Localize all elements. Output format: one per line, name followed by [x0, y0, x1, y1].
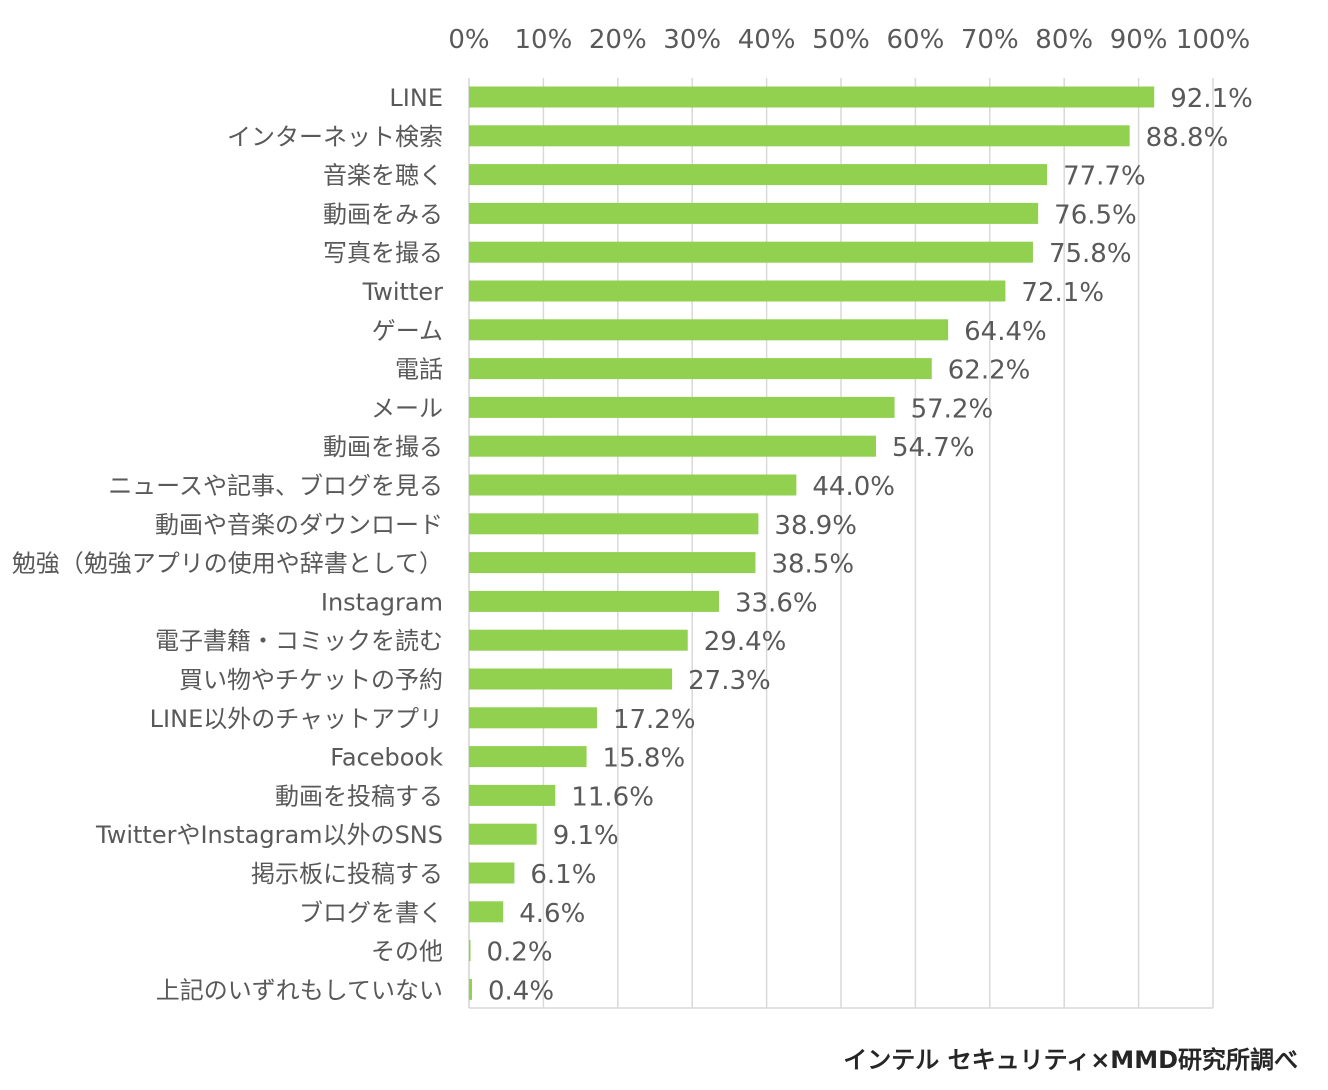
category-label: Instagram: [321, 588, 443, 616]
category-label: メール: [371, 394, 443, 422]
bars: [469, 86, 1155, 1000]
data-label: 64.4%: [964, 317, 1047, 347]
bar: [469, 396, 895, 418]
data-label: 11.6%: [571, 782, 654, 812]
category-label: 電話: [395, 356, 443, 384]
category-label: LINE: [389, 84, 443, 112]
data-label: 54.7%: [892, 433, 975, 463]
category-label: 動画を撮る: [323, 433, 443, 461]
data-label: 72.1%: [1021, 278, 1104, 308]
bar: [469, 668, 673, 690]
category-label: 買い物やチケットの予約: [179, 666, 443, 694]
x-axis-ticks: 0% 10% 20% 30% 40% 50% 60% 70% 80% 90% 100%: [448, 25, 1250, 55]
category-label: 電子書籍・コミックを読む: [155, 627, 443, 655]
category-label: Facebook: [330, 744, 443, 772]
bar: [469, 590, 719, 612]
x-tick-label: 60%: [887, 25, 945, 55]
data-label: 0.4%: [488, 976, 554, 1006]
category-label: ゲーム: [372, 317, 443, 345]
bar: [469, 978, 472, 1000]
data-label: 57.2%: [911, 394, 994, 424]
data-label: 15.8%: [603, 744, 686, 774]
category-label: LINE以外のチャットアプリ: [150, 705, 443, 733]
data-label: 77.7%: [1063, 162, 1146, 192]
data-label: 9.1%: [553, 821, 619, 851]
bar: [469, 513, 759, 535]
x-tick-label: 0%: [448, 25, 489, 55]
category-label: インターネット検索: [227, 123, 443, 151]
bar: [469, 940, 471, 962]
x-tick-label: 40%: [738, 25, 796, 55]
bar: [469, 862, 515, 884]
x-tick-label: 50%: [812, 25, 870, 55]
bar: [469, 280, 1006, 302]
bar: [469, 474, 797, 496]
category-label: Twitter: [362, 278, 444, 306]
bar: [469, 823, 537, 845]
category-label: 動画を投稿する: [275, 782, 443, 810]
category-label: ブログを書く: [299, 899, 443, 927]
x-tick-label: 10%: [515, 25, 573, 55]
category-label: 動画や音楽のダウンロード: [155, 511, 443, 539]
bar: [469, 241, 1033, 263]
bar: [469, 629, 688, 651]
category-label: 勉強（勉強アプリの使用や辞書として）: [12, 550, 443, 578]
category-label: TwitterやInstagram以外のSNS: [95, 821, 443, 849]
data-label: 6.1%: [530, 860, 596, 890]
x-tick-label: 20%: [589, 25, 647, 55]
category-label: ニュースや記事、ブログを見る: [108, 472, 443, 500]
bar: [469, 86, 1155, 108]
x-tick-label: 90%: [1110, 25, 1168, 55]
category-label: 音楽を聴く: [323, 162, 443, 190]
category-label: その他: [371, 938, 443, 966]
data-label: 88.8%: [1146, 123, 1229, 153]
category-label: 写真を撮る: [323, 239, 443, 267]
bar: [469, 319, 949, 341]
category-label: 掲示板に投稿する: [251, 860, 443, 888]
data-label: 38.9%: [774, 511, 857, 541]
bar: [469, 901, 504, 923]
bar: [469, 164, 1048, 186]
data-label: 62.2%: [948, 356, 1031, 386]
category-label: 動画をみる: [323, 200, 443, 228]
bar: [469, 707, 597, 729]
bar: [469, 358, 932, 380]
data-label: 33.6%: [735, 588, 818, 618]
category-label: 上記のいずれもしていない: [156, 976, 443, 1004]
data-label: 38.5%: [771, 550, 854, 580]
data-label: 44.0%: [812, 472, 895, 502]
x-tick-label: 80%: [1035, 25, 1093, 55]
data-label: 27.3%: [688, 666, 771, 696]
bar: [469, 202, 1039, 224]
gridlines: [468, 78, 1214, 1009]
source-note: インテル セキュリティ×MMD研究所調べ: [843, 1046, 1298, 1074]
bar: [469, 746, 587, 768]
data-label: 4.6%: [519, 899, 585, 929]
x-tick-label: 70%: [961, 25, 1019, 55]
data-label: 29.4%: [704, 627, 787, 657]
value-labels: 92.1% 88.8%77.7% 76.5% 75.8% 72.1% 64.4% 62.2%…: [487, 84, 1253, 1006]
data-label: 92.1%: [1170, 84, 1253, 114]
data-label: 17.2%: [613, 705, 696, 735]
bar: [469, 125, 1130, 147]
x-tick-label: 30%: [663, 25, 721, 55]
bar: [469, 784, 556, 806]
bar: [469, 435, 876, 457]
bar: [469, 552, 756, 574]
data-label: 76.5%: [1054, 200, 1137, 230]
x-tick-label: 100%: [1176, 25, 1250, 55]
data-label: 0.2%: [487, 938, 553, 968]
data-label: 75.8%: [1049, 239, 1132, 269]
